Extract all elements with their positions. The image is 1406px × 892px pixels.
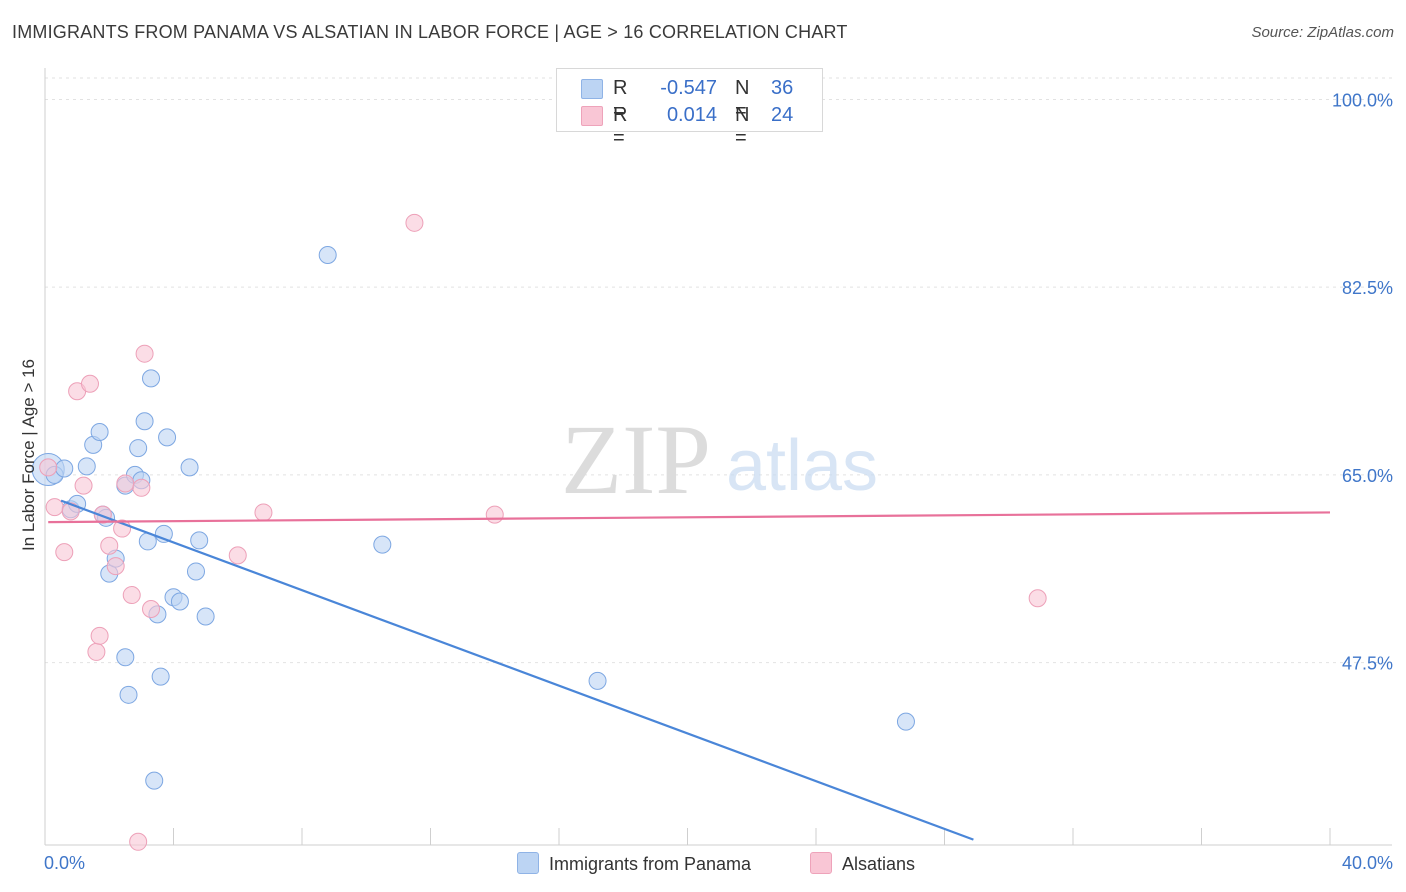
bottom-legend-swatch-alsatian	[810, 852, 832, 874]
panama-point	[186, 562, 205, 581]
alsatian-point	[80, 374, 99, 393]
alsatian-point	[254, 503, 273, 522]
data-points	[31, 213, 1047, 851]
panama-point	[77, 457, 96, 476]
legend-r-value: 0.014	[666, 104, 717, 126]
panama-point	[180, 458, 199, 477]
panama-point	[373, 535, 392, 554]
panama-trend-line	[60, 499, 974, 841]
alsatian-point	[39, 458, 58, 477]
y-tick-labels: 100.0% 82.5% 65.0% 47.5%	[1332, 90, 1393, 673]
trend-lines	[48, 499, 1331, 841]
alsatian-point	[116, 474, 135, 493]
alsatian-point	[45, 498, 64, 517]
panama-point	[55, 459, 74, 478]
legend-n-value: 24	[771, 104, 794, 126]
panama-point	[119, 685, 138, 704]
alsatian-point	[135, 344, 154, 363]
alsatian-point	[87, 642, 106, 661]
bottom-legend-alsatian: Alsatians	[810, 852, 915, 875]
y-tick-label: 100.0%	[1332, 90, 1393, 110]
legend-r-label: R =	[613, 104, 628, 149]
correlation-legend: R = -0.547 N = 36 R = 0.014 N = 24	[556, 68, 823, 149]
legend-r-label: R =	[613, 77, 628, 122]
panama-point	[170, 592, 189, 611]
panama-point	[116, 648, 135, 667]
alsatian-point	[74, 476, 93, 495]
legend-swatch-alsatian	[581, 106, 603, 126]
y-tick-label: 47.5%	[1342, 654, 1393, 674]
legend-r-value: -0.547	[660, 77, 717, 99]
y-tick-label: 65.0%	[1342, 466, 1393, 486]
watermark-zip: ZIP	[561, 404, 711, 515]
x-tick-labels: 0.0% 40.0%	[44, 853, 1393, 873]
bottom-legend-panama: Immigrants from Panama	[517, 852, 751, 875]
alsatian-point	[55, 543, 74, 562]
panama-point	[158, 428, 177, 447]
panama-point	[151, 667, 170, 686]
panama-point	[588, 671, 607, 690]
grid-lines	[45, 77, 1392, 664]
alsatian-point	[106, 557, 125, 576]
y-tick-label: 82.5%	[1342, 278, 1393, 298]
watermark-atlas: atlas	[726, 426, 878, 506]
alsatian-point	[90, 626, 109, 645]
x-tick-label: 0.0%	[44, 853, 85, 873]
panama-point	[318, 246, 337, 264]
x-tick-label: 40.0%	[1342, 853, 1393, 873]
legend-n-value: 36	[771, 77, 794, 99]
legend-n-label: N =	[735, 77, 750, 122]
panama-point	[135, 412, 154, 431]
alsatian-point	[129, 832, 148, 851]
panama-point	[142, 369, 161, 388]
panama-point	[896, 712, 915, 731]
alsatian-point	[485, 505, 504, 524]
panama-point	[190, 531, 209, 550]
source-label: Source: ZipAtlas.com	[1251, 24, 1394, 41]
bottom-legend-label-panama: Immigrants from Panama	[549, 854, 752, 874]
alsatian-point	[100, 536, 119, 555]
panama-point	[145, 771, 164, 790]
bottom-legend-label-alsatian: Alsatians	[842, 854, 916, 874]
alsatian-point	[1028, 589, 1047, 608]
legend-swatch-panama	[581, 79, 603, 99]
alsatian-point	[61, 502, 80, 521]
alsatian-point	[142, 600, 161, 618]
bottom-legend-swatch-panama	[517, 852, 539, 874]
alsatian-trend-line	[48, 511, 1331, 524]
alsatian-point	[122, 586, 141, 605]
alsatian-point	[132, 478, 151, 497]
alsatian-point	[228, 546, 247, 565]
y-axis-label: In Labor Force | Age > 16	[19, 359, 38, 551]
axes	[44, 68, 1392, 846]
panama-point	[129, 439, 148, 458]
panama-point	[90, 423, 109, 441]
panama-point	[196, 607, 215, 626]
chart-title: IMMIGRANTS FROM PANAMA VS ALSATIAN IN LA…	[12, 22, 848, 42]
alsatian-point	[405, 213, 424, 232]
legend-n-label: N =	[735, 104, 750, 149]
